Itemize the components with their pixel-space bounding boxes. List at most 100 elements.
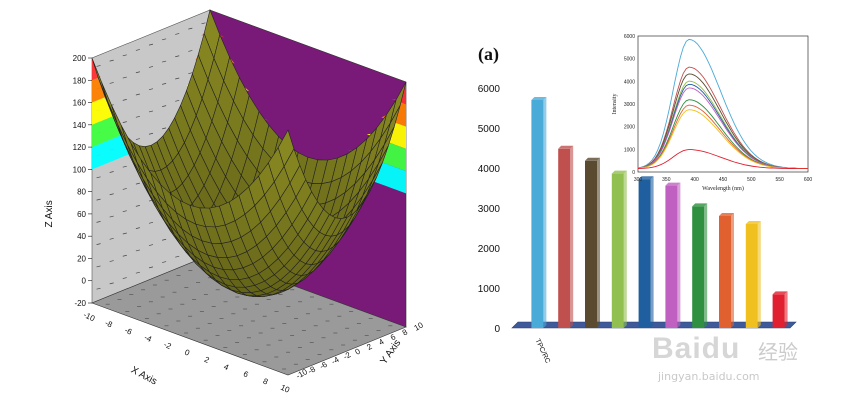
wall-texture-mark bbox=[109, 282, 114, 285]
wall-texture-mark bbox=[96, 243, 101, 245]
x-tick-label: -6 bbox=[123, 326, 134, 337]
bar-top bbox=[531, 97, 547, 100]
y-tick-label: 0 bbox=[354, 346, 363, 356]
inset-x-tick-label: 450 bbox=[719, 177, 728, 183]
wall-texture-mark bbox=[135, 249, 140, 252]
bar-top bbox=[665, 182, 681, 186]
inset-x-axis-label: Wavelength (nm) bbox=[702, 185, 744, 192]
y-tick-label: -8 bbox=[306, 364, 317, 376]
bar bbox=[745, 224, 758, 328]
z-tick-label: 160 bbox=[73, 99, 87, 108]
wall-texture-mark bbox=[135, 138, 140, 140]
bar-side bbox=[650, 176, 654, 328]
inset-y-tick-label: 3000 bbox=[624, 102, 635, 108]
inset-y-tick-label: 4000 bbox=[624, 79, 635, 85]
wall-texture-mark bbox=[122, 188, 127, 190]
wall-texture-mark bbox=[109, 82, 114, 84]
x-tick-label: 4 bbox=[222, 362, 230, 372]
bar-side bbox=[543, 97, 547, 328]
x-tick-label: -10 bbox=[82, 310, 97, 323]
wall-texture-mark bbox=[109, 193, 114, 196]
wall-texture-mark bbox=[175, 99, 180, 102]
wall-texture-mark bbox=[188, 27, 193, 30]
inset-x-tick-label: 350 bbox=[662, 177, 671, 183]
z-tick-label: 20 bbox=[77, 254, 86, 263]
inset-x-tick-label: 550 bbox=[775, 177, 784, 183]
z-tick-label: 0 bbox=[82, 277, 87, 286]
wall-texture-mark bbox=[122, 99, 127, 101]
wall-texture-mark bbox=[96, 265, 101, 268]
wall-texture-mark bbox=[122, 76, 127, 79]
wall-texture-mark bbox=[201, 22, 206, 25]
wall-texture-mark bbox=[162, 127, 167, 130]
wall-texture-mark bbox=[162, 60, 167, 63]
y-tick-label: -6 bbox=[318, 360, 329, 372]
bar-category-label: TPC/RC bbox=[534, 338, 551, 365]
wall-texture-mark bbox=[162, 38, 167, 41]
z-axis-label: Z Axis bbox=[44, 200, 55, 227]
x-tick-label: 10 bbox=[279, 383, 291, 395]
wall-texture-mark bbox=[148, 110, 154, 113]
bar bbox=[772, 294, 785, 328]
wall-texture-mark bbox=[122, 121, 127, 123]
wall-texture-mark bbox=[148, 221, 154, 224]
x-tick-label: 0 bbox=[183, 348, 191, 358]
y-tick-label: 8 bbox=[401, 327, 410, 337]
bar-side bbox=[623, 170, 627, 328]
wall-texture-mark bbox=[109, 215, 114, 218]
bar-top bbox=[772, 291, 788, 295]
bar-side bbox=[677, 182, 681, 328]
bar-y-tick-label: 1000 bbox=[478, 284, 501, 295]
bar bbox=[611, 173, 624, 328]
bar-y-tick-label: 2000 bbox=[478, 244, 501, 255]
wall-texture-mark bbox=[162, 83, 167, 85]
y-tick-label: 6 bbox=[389, 332, 398, 342]
bar-top bbox=[719, 213, 734, 216]
x-tick-label: -2 bbox=[162, 340, 173, 351]
bar-y-tick-label: 6000 bbox=[478, 84, 501, 95]
x-axis-label: X Axis bbox=[129, 365, 159, 388]
floor-plane bbox=[91, 254, 407, 376]
bar-top bbox=[611, 170, 627, 174]
wall-texture-mark bbox=[96, 198, 101, 201]
z-tick-label: -20 bbox=[74, 299, 86, 308]
left-wall-contour-band bbox=[92, 32, 210, 103]
inset-frame bbox=[637, 35, 809, 173]
inset-spectrum-chart: 300 350 400 450 500 550 6000100020003000400050… bbox=[612, 34, 812, 192]
inset-spectrum-line bbox=[637, 149, 808, 170]
y-tick-label: 10 bbox=[413, 320, 426, 333]
wall-texture-mark bbox=[175, 55, 180, 58]
wall-texture-mark bbox=[135, 227, 140, 229]
wall-texture-mark bbox=[109, 171, 114, 173]
bar bbox=[531, 100, 544, 328]
z-tick-label: 80 bbox=[77, 188, 86, 197]
wall-texture-mark bbox=[122, 277, 127, 279]
wall-texture-mark bbox=[148, 244, 154, 246]
wall-texture-mark bbox=[135, 115, 140, 118]
wall-texture-mark bbox=[148, 266, 154, 269]
watermark-logo: Baidu bbox=[652, 332, 741, 365]
x-tick-label: 2 bbox=[203, 355, 211, 365]
bar-y-tick-label: 0 bbox=[494, 324, 500, 335]
wall-texture-mark bbox=[96, 65, 101, 67]
bar-side bbox=[597, 157, 600, 328]
inset-spectrum-line bbox=[637, 109, 809, 170]
bar-top bbox=[585, 157, 600, 161]
bar-top bbox=[558, 145, 574, 149]
wall-texture-mark bbox=[135, 182, 140, 185]
z-tick-label: 60 bbox=[77, 210, 86, 219]
wall-texture-mark bbox=[135, 49, 140, 51]
wall-texture-mark bbox=[109, 59, 114, 62]
wall-texture-mark bbox=[135, 205, 140, 207]
panel-label: (a) bbox=[478, 44, 499, 65]
wall-texture-mark bbox=[122, 165, 127, 168]
wall-texture-mark bbox=[135, 71, 140, 74]
bar-side bbox=[757, 221, 761, 328]
inset-y-tick-label: 1000 bbox=[624, 147, 635, 153]
z-tick-label: 40 bbox=[77, 232, 86, 241]
bar-side bbox=[704, 203, 708, 328]
bar-top bbox=[745, 221, 761, 224]
wall-texture-mark bbox=[122, 232, 127, 235]
